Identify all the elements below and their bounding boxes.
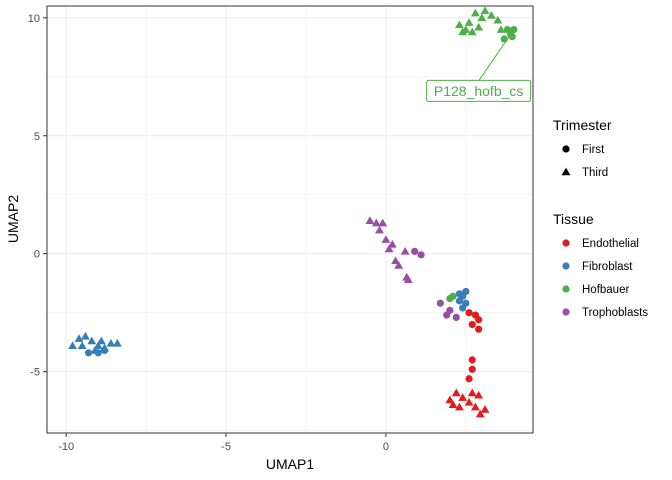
data-point-fibroblast-third (93, 341, 103, 350)
annotation-label: P128_hofb_cs (434, 83, 524, 99)
legend-label-endothelial: Endothelial (582, 238, 639, 250)
panel-background (47, 6, 533, 433)
legend-key-first (562, 145, 570, 153)
data-point-fibroblast-first (94, 349, 102, 357)
data-point-hofbauer-first (508, 33, 516, 41)
data-point-hofbauer-third (477, 13, 487, 22)
data-point-fibroblast-third (68, 341, 77, 350)
legend-label-third: Third (582, 167, 608, 179)
y-tick-label: 5 (34, 131, 40, 143)
data-points (68, 6, 518, 418)
data-point-fibroblast-third (87, 336, 97, 345)
data-point-fibroblast-third (74, 334, 84, 342)
data-point-trophoblasts-third (381, 235, 391, 243)
x-tick-label: 0 (383, 441, 389, 453)
data-point-hofbauer-third (471, 8, 480, 17)
data-point-hofbauer-third (487, 11, 496, 19)
data-point-fibroblast-third (112, 338, 122, 347)
data-point-endothelial-third (467, 388, 477, 397)
data-point-trophoblasts-first (411, 247, 419, 255)
data-point-endothelial-first (475, 325, 483, 333)
data-point-hofbauer-third (493, 15, 503, 24)
data-point-trophoblasts-third (391, 256, 400, 265)
data-point-fibroblast-first (100, 346, 109, 355)
legend-label-first: First (582, 144, 605, 156)
data-point-trophoblasts-first (417, 251, 425, 259)
annotation-layer: P128_hofb_cs (426, 34, 532, 102)
data-point-hofbauer-third (464, 18, 474, 26)
data-point-endothelial-third (475, 409, 485, 418)
data-point-endothelial-third (445, 395, 455, 404)
y-tick-label: 0 (34, 249, 40, 261)
data-point-endothelial-third (458, 393, 468, 401)
data-point-trophoblasts-third (375, 225, 384, 234)
legend-key-hofbauer (562, 285, 570, 293)
data-point-endothelial-first (468, 356, 476, 364)
annotation-label-box (426, 79, 532, 102)
data-point-trophoblasts-first (452, 313, 460, 322)
legend-title-tissue: Tissue (553, 211, 594, 227)
panel-border (46, 5, 534, 434)
data-point-hofbauer-third (474, 22, 484, 31)
data-point-endothelial-third (448, 400, 458, 408)
data-point-endothelial-third (455, 402, 464, 411)
legend-key-third (561, 167, 571, 176)
y-axis-ticks: -5 0 5 10 (28, 13, 47, 379)
legend-label-hofbauer: Hofbauer (582, 284, 629, 296)
data-point-hofbauer-third (458, 27, 468, 36)
data-point-endothelial-third (451, 388, 461, 397)
data-point-fibroblast-first (455, 297, 464, 305)
data-point-hofbauer-first (510, 25, 518, 34)
legend-key-fibroblast (562, 262, 570, 270)
legend-key-endothelial (562, 239, 570, 247)
data-point-fibroblast-first (459, 304, 467, 312)
data-point-endothelial-third (471, 402, 480, 411)
grid-lines (47, 6, 533, 433)
x-tick-label: -5 (221, 441, 231, 453)
data-point-endothelial-first (475, 316, 483, 324)
data-point-trophoblasts-first (443, 311, 451, 319)
data-point-endothelial-first (468, 365, 476, 373)
data-point-fibroblast-third (96, 336, 106, 345)
data-point-fibroblast-third (77, 341, 87, 350)
data-point-trophoblasts-third (378, 218, 388, 227)
data-point-trophoblasts-third (400, 246, 410, 255)
x-axis-title: UMAP1 (266, 456, 314, 472)
data-point-endothelial-first (468, 320, 476, 329)
data-point-hofbauer-third (467, 27, 477, 36)
data-point-hofbauer-first (446, 294, 454, 303)
legend-key-trophoblasts (562, 308, 570, 316)
data-point-endothelial-first (465, 375, 473, 383)
data-point-hofbauer-third (455, 20, 464, 29)
legend-title-trimester: Trimester (553, 117, 612, 133)
y-axis-title: UMAP2 (5, 195, 21, 243)
y-tick-label: -5 (30, 367, 40, 379)
data-point-trophoblasts-third (384, 244, 394, 253)
x-tick-label: -10 (58, 441, 74, 453)
data-point-endothelial-third (464, 397, 474, 406)
legend-label-fibroblast: Fibroblast (582, 261, 633, 273)
data-point-fibroblast-third (106, 338, 116, 347)
data-point-endothelial-third (480, 405, 490, 413)
data-point-trophoblasts-third (394, 261, 404, 269)
data-point-fibroblast-first (462, 287, 470, 296)
data-point-endothelial-first (465, 309, 473, 317)
legend: Trimester First Third Tissue Endothelial Fibr… (553, 117, 648, 319)
data-point-trophoblasts-third (371, 218, 381, 227)
data-point-hofbauer-first (500, 35, 508, 43)
data-point-hofbauer-third (496, 25, 506, 33)
data-point-trophoblasts-third (365, 216, 375, 224)
data-point-trophoblasts-third (402, 272, 412, 281)
data-point-hofbauer-third (480, 6, 490, 15)
legend-label-trophoblasts: Trophoblasts (582, 307, 648, 319)
x-axis-ticks: -10 -5 0 (58, 433, 389, 453)
data-point-fibroblast-third (80, 331, 90, 340)
y-tick-label: 10 (28, 13, 40, 25)
annotation-leader-line (478, 34, 512, 82)
data-point-endothelial-third (474, 390, 484, 399)
data-point-trophoblasts-third (387, 239, 397, 248)
data-point-trophoblasts-first (436, 299, 444, 307)
data-point-fibroblast-first (84, 349, 93, 357)
